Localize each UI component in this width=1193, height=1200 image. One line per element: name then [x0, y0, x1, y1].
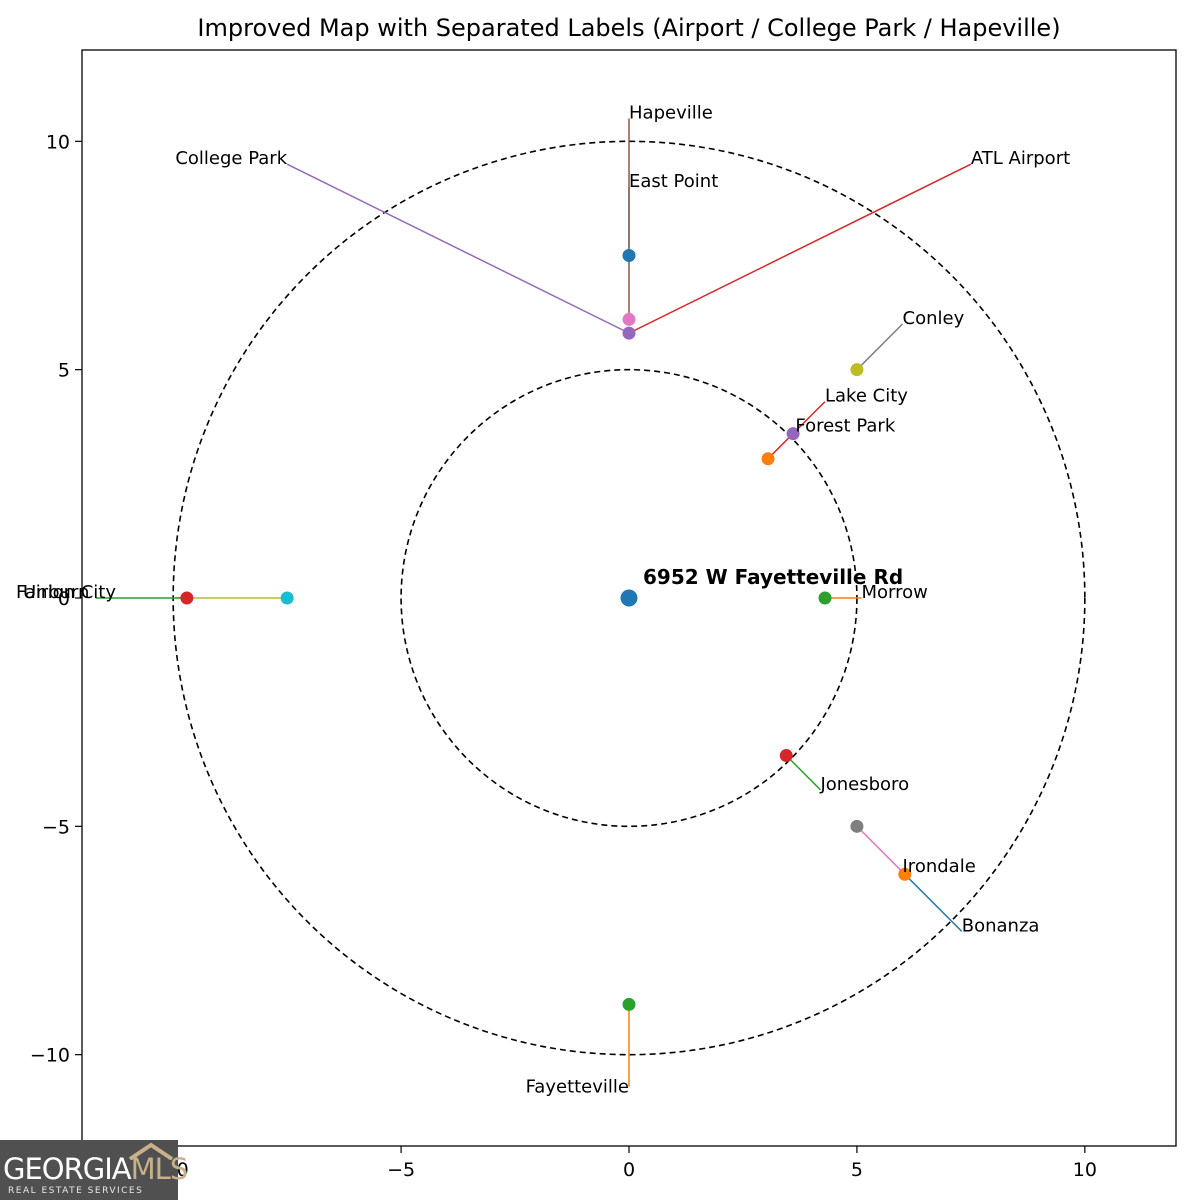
logo-subtitle: REAL ESTATE SERVICES — [8, 1186, 144, 1196]
marker-union-city — [280, 591, 294, 605]
leader-line-jonesboro — [785, 755, 821, 791]
label-forest-park: Forest Park — [795, 415, 895, 436]
label-morrow: Morrow — [861, 582, 927, 603]
label-union-city: Union City — [23, 582, 116, 603]
label-fairburn: Fairburn — [16, 582, 89, 603]
y-axis-ticks: −10 −5 0 5 10 — [30, 131, 82, 1067]
house-roof-icon — [128, 1142, 174, 1160]
y-tick-label: 5 — [58, 360, 70, 382]
x-tick-label: 0 — [623, 1159, 635, 1181]
logo-wordmark: GEORGIAMLS — [3, 1152, 189, 1186]
marker-irondale — [850, 819, 864, 833]
marker-fayetteville — [622, 997, 636, 1011]
label-atl-airport: ATL Airport — [971, 148, 1070, 169]
marker-east-point — [622, 249, 636, 262]
logo-word-georgia: GEORGIA — [3, 1152, 132, 1186]
label-lake-city: Lake City — [825, 386, 908, 407]
marker-jonesboro — [779, 749, 793, 763]
label-east-point: East Point — [629, 171, 718, 192]
y-tick-label: −5 — [42, 816, 70, 838]
label-hapeville: Hapeville — [629, 103, 713, 124]
location-markers — [180, 249, 912, 1011]
location-labels: Forest Park Lake City Morrow Jonesboro Conle… — [16, 103, 1070, 1098]
leader-line-conley — [856, 323, 904, 371]
marker-fairburn — [180, 591, 194, 605]
marker-forest-park — [786, 427, 800, 441]
marker-hapeville — [622, 312, 636, 326]
leader-line-atl-airport — [628, 163, 972, 334]
label-irondale: Irondale — [903, 856, 976, 877]
label-bonanza: Bonanza — [962, 915, 1040, 936]
x-tick-label: −5 — [387, 1159, 415, 1181]
georgia-mls-logo: GEORGIAMLS REAL ESTATE SERVICES — [0, 1140, 188, 1200]
y-tick-label: 10 — [46, 131, 70, 153]
x-tick-label: 10 — [1073, 1159, 1097, 1181]
marker-morrow — [818, 591, 832, 605]
marker-bonanza — [898, 867, 912, 881]
label-leader-lines — [95, 118, 972, 1087]
marker-conley — [850, 363, 864, 377]
y-tick-label: −10 — [30, 1045, 70, 1067]
y-tick-label: 0 — [58, 588, 70, 610]
leader-line-bonanza — [904, 873, 963, 932]
marker-college-park — [622, 326, 636, 340]
logo-word-mls: MLS — [130, 1152, 189, 1186]
label-jonesboro: Jonesboro — [819, 774, 909, 795]
label-fayetteville: Fayetteville — [526, 1077, 629, 1098]
center-marker — [620, 589, 638, 607]
center-label: 6952 W Fayetteville Rd — [643, 565, 903, 589]
leader-line-college-park — [286, 163, 630, 334]
marker-lake-city — [761, 452, 775, 466]
leader-line-irondale — [856, 825, 904, 873]
x-tick-label: 5 — [851, 1159, 863, 1181]
chart-title: Improved Map with Separated Labels (Airp… — [197, 14, 1060, 42]
label-college-park: College Park — [175, 148, 287, 169]
label-conley: Conley — [903, 308, 965, 329]
